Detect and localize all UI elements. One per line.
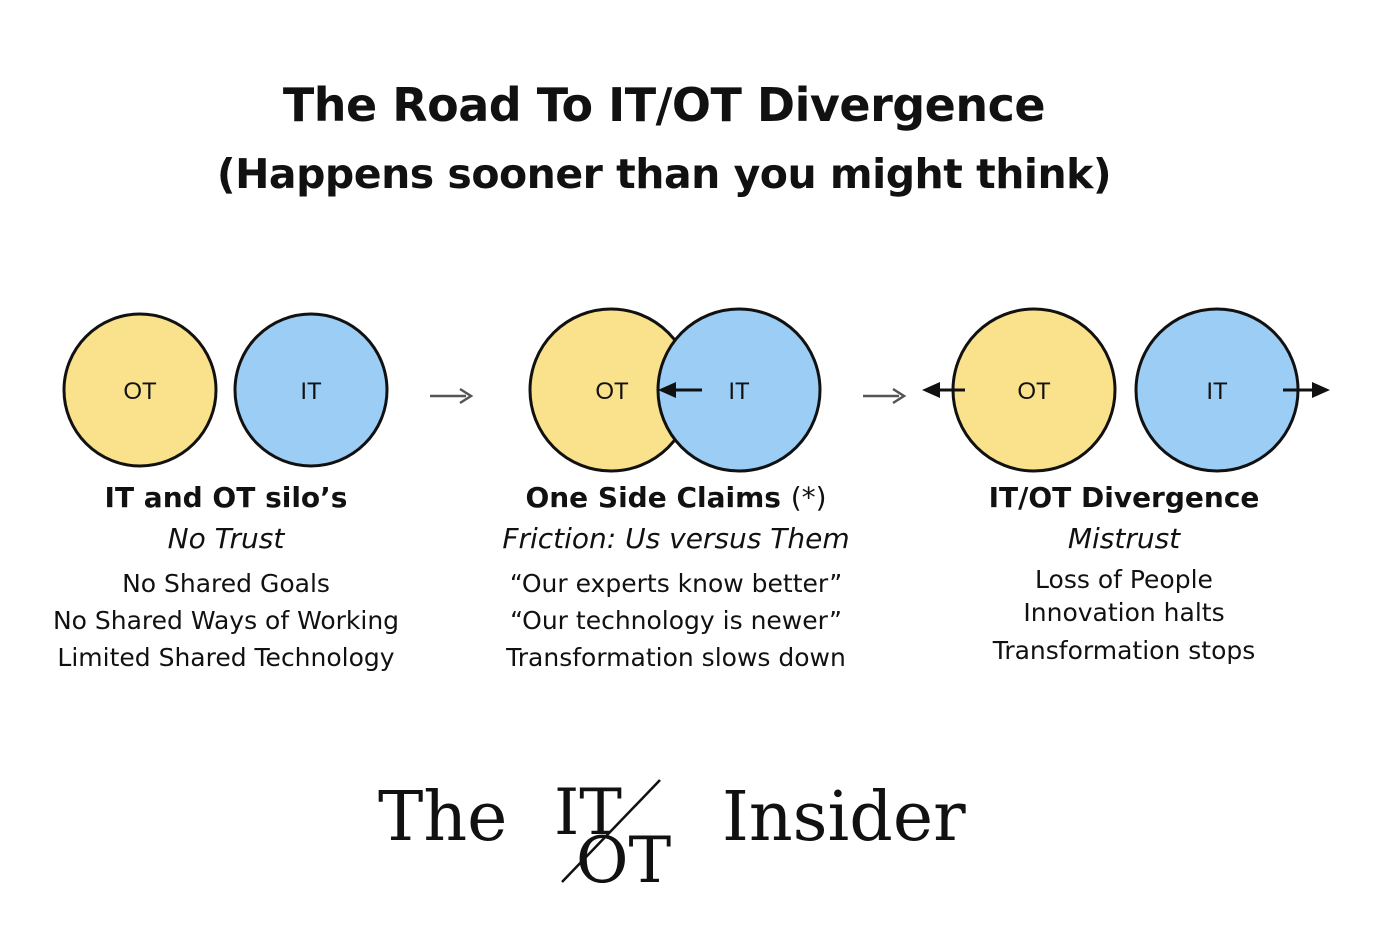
logo-suffix: Insider [722, 778, 966, 857]
stage-3-it-label: IT [1206, 378, 1228, 405]
stage-2-ot-label: OT [595, 378, 629, 405]
stage-1-ot-circle [62, 312, 218, 468]
logo-mark-bottom: OT [576, 824, 671, 892]
stage-3-circles: OT IT [922, 307, 1330, 473]
stage-2-text: One Side Claims (*) Friction: Us versus … [466, 480, 886, 676]
stage-1-ot-label: OT [123, 378, 157, 405]
stage-1-it-label: IT [300, 378, 322, 405]
page-subtitle: (Happens sooner than you might think) [216, 150, 1112, 198]
stage-2-point: “Our experts know better” [509, 569, 843, 598]
stage-2-it-label: IT [728, 378, 750, 405]
stage-3-heading: IT/OT Divergence [988, 481, 1260, 514]
stage-2-heading-note: (*) [790, 481, 827, 514]
stage-3-text: IT/OT Divergence Mistrust Loss of People… [924, 480, 1324, 672]
it-away-arrow [1283, 382, 1330, 398]
logo-mark-top: IT [554, 776, 622, 850]
stage-2-tagline: Friction: Us versus Them [502, 522, 850, 555]
ot-away-arrow [922, 382, 965, 398]
stage-2-circles: OT IT [528, 307, 822, 473]
transition-arrow-2 [863, 387, 907, 405]
logo-prefix: The [378, 778, 508, 857]
stage-3-point: Transformation stops [992, 636, 1256, 665]
stage-2-point: Transformation slows down [506, 643, 846, 672]
stage-3-ot-label: OT [1017, 378, 1051, 405]
stage-1-point: No Shared Goals [122, 569, 330, 598]
stage-1-circles: OT IT [62, 312, 389, 468]
transition-arrow-1 [430, 387, 474, 405]
stage-1-heading: IT and OT silo’s [104, 481, 348, 514]
stage-1-point: Limited Shared Technology [57, 643, 395, 672]
stage-2-heading-row: One Side Claims (*) [466, 480, 886, 516]
stage-1-it-circle [233, 312, 389, 468]
stage-3-point: Innovation halts [1023, 598, 1225, 627]
stage-1-tagline: No Trust [167, 522, 285, 555]
page-title: The Road To IT/OT Divergence [282, 78, 1046, 132]
it-push-arrow [658, 382, 702, 398]
stage-2-point: “Our technology is newer” [510, 606, 842, 635]
stage-1-text: IT and OT silo’s No Trust No Shared Goal… [26, 480, 426, 676]
stage-3-tagline: Mistrust [1067, 522, 1181, 555]
stage-2-heading: One Side Claims [525, 481, 781, 514]
stage-1-point: No Shared Ways of Working [52, 606, 400, 635]
stage-3-point: Loss of People [1035, 565, 1213, 594]
it-ot-logo-mark: IT OT [554, 776, 671, 892]
